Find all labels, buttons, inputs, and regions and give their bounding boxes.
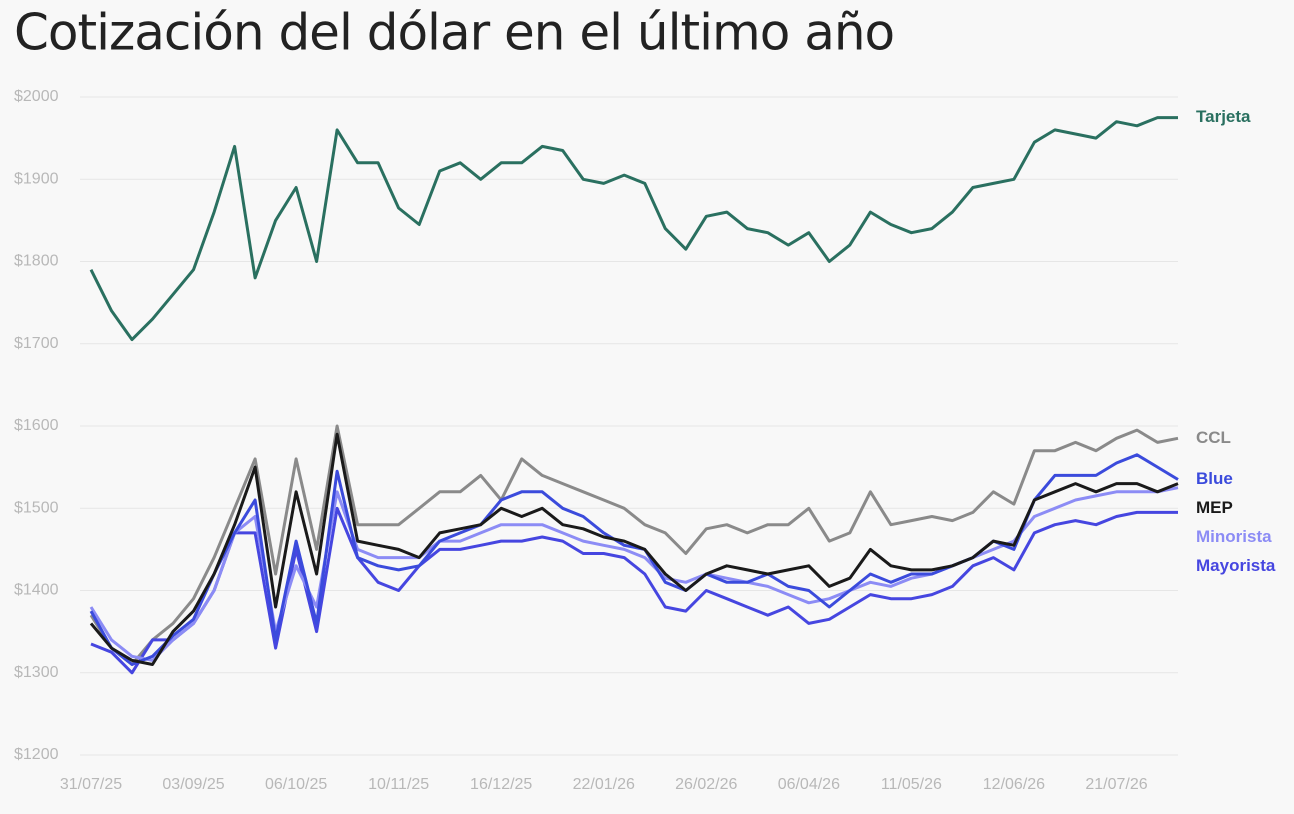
line (89, 116, 1178, 342)
x-tick-label: 11/05/26 (881, 776, 942, 793)
x-tick-label: 22/01/26 (573, 776, 635, 793)
line (89, 424, 1179, 666)
x-tick-label: 21/07/26 (1085, 776, 1147, 793)
y-tick-label: $1900 (14, 170, 59, 187)
y-tick-label: $1700 (14, 335, 59, 352)
y-tick-label: $1500 (14, 499, 59, 516)
x-tick-label: 03/09/25 (162, 776, 224, 793)
legend-label: Minorista (1196, 527, 1272, 546)
x-tick-label: 06/10/25 (265, 776, 327, 793)
y-tick-label: $1600 (14, 417, 59, 434)
y-tick-label: $1200 (14, 746, 59, 763)
x-tick-label: 16/12/25 (470, 776, 532, 793)
legend-label: Mayorista (1196, 556, 1276, 575)
y-tick-label: $1300 (14, 664, 59, 681)
y-tick-label: $1400 (14, 582, 59, 599)
x-tick-label: 06/04/26 (778, 776, 840, 793)
x-tick-label: 31/07/25 (60, 776, 122, 793)
legend-label: MEP (1196, 498, 1233, 517)
line (90, 506, 1178, 675)
chart-title: Cotización del dólar en el último año (14, 4, 894, 62)
y-tick-label: $2000 (14, 88, 59, 105)
x-tick-label: 26/02/26 (675, 776, 737, 793)
legend-label: Blue (1196, 469, 1233, 488)
x-tick-label: 12/06/26 (983, 776, 1045, 793)
line (89, 432, 1179, 666)
legend-label: CCL (1196, 428, 1231, 447)
y-tick-label: $1800 (14, 253, 59, 270)
legend-label: Tarjeta (1196, 107, 1251, 126)
x-tick-label: 10/11/25 (368, 776, 429, 793)
